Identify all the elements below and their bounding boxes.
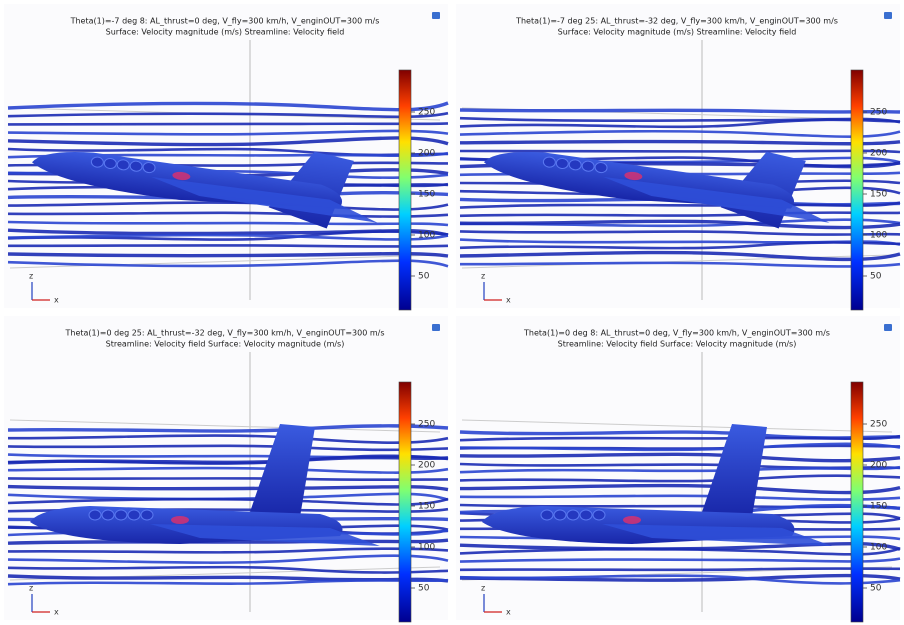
hot-spot [624,171,643,181]
streamline [7,244,449,248]
panel-subtitle: Streamline: Velocity field Surface: Velo… [106,340,345,349]
engine-port [90,156,104,168]
engine-port [566,509,580,521]
toolbar-icon [432,12,440,19]
simulation-panel: Theta(1)=-7 deg 25: AL_thrust=-32 deg, V… [456,4,901,311]
wing [151,176,378,223]
axis-label: z [29,272,33,281]
colorbar-tick-label: 100 [870,231,887,241]
colorbar [398,381,412,623]
engine-port [88,509,102,521]
aircraft [483,151,830,229]
panel-title: Theta(1)=-7 deg 25: AL_thrust=-32 deg, V… [515,17,838,26]
colorbar-tick-label: 100 [870,543,887,553]
streamline [459,108,901,114]
engine-port [592,509,606,521]
panel-title: Theta(1)=0 deg 8: AL_thrust=0 deg, V_fly… [523,329,830,338]
tail-fin [702,424,767,517]
reference-line [461,419,893,433]
colorbar-tick-label: 250 [870,108,887,118]
colorbar-tick-label: 250 [870,420,887,430]
streamline [7,122,449,126]
engine-port [542,156,556,168]
toolbar-icon [884,324,892,331]
panel-title: Theta(1)=-7 deg 8: AL_thrust=0 deg, V_fl… [70,17,380,26]
colorbar-tick-label: 150 [870,502,887,512]
colorbar-tick-label: 100 [418,231,435,241]
hot-spot [172,171,191,181]
engine-port [103,157,117,169]
engine-port [568,159,582,171]
colorbar-tick-label: 150 [870,190,887,200]
engine-port [594,162,608,174]
colorbar-tick-label: 200 [870,149,887,159]
aircraft [31,151,378,229]
axis-label: x [54,296,59,305]
simulation-panel: Theta(1)=0 deg 8: AL_thrust=0 deg, V_fly… [456,316,901,623]
axis-label: z [481,584,485,593]
axis-label: x [506,608,511,617]
colorbar-tick-label: 200 [418,461,435,471]
colorbar-tick-label: 200 [870,461,887,471]
panel-title: Theta(1)=0 deg 25: AL_thrust=-32 deg, V_… [65,329,385,338]
axis-label: x [54,608,59,617]
panel-subtitle: Surface: Velocity magnitude (m/s) Stream… [106,28,345,37]
axis-label: x [506,296,511,305]
colorbar-tick-label: 150 [418,190,435,200]
wing [603,176,830,223]
engine-port [553,509,567,521]
colorbar-tick-label: 250 [418,420,435,430]
streamline [459,567,901,572]
colorbar-tick-label: 250 [418,108,435,118]
simulation-panel: Theta(1)=-7 deg 8: AL_thrust=0 deg, V_fl… [4,4,449,311]
colorbar-tick-label: 50 [418,272,430,282]
panel-subtitle: Surface: Velocity magnitude (m/s) Stream… [558,28,797,37]
aircraft [482,424,832,546]
wing [602,524,832,546]
wing [150,524,380,546]
engine-port [116,159,130,171]
streamline [459,149,901,154]
axis-label: z [481,272,485,281]
colorbar [850,69,864,311]
reference-line [9,419,441,433]
axis-label: z [29,584,33,593]
aircraft [30,424,380,546]
simulation-panel: Theta(1)=0 deg 25: AL_thrust=-32 deg, V_… [4,316,449,623]
engine-port [127,509,141,521]
colorbar [398,69,412,311]
colorbar [850,381,864,623]
toolbar-icon [432,324,440,331]
hot-spot [623,516,641,524]
engine-port [555,157,569,169]
colorbar-tick-label: 200 [418,149,435,159]
toolbar-icon [884,12,892,19]
engine-port [114,509,128,521]
engine-port [540,509,554,521]
engine-port [581,160,595,172]
colorbar-tick-label: 100 [418,543,435,553]
engine-port [142,162,156,174]
hot-spot [171,516,189,524]
reference-line [9,254,441,269]
colorbar-tick-label: 50 [870,584,882,594]
engine-port [129,160,143,172]
engine-port [101,509,115,521]
tail-fin [250,424,315,517]
engine-port [140,509,154,521]
panel-subtitle: Streamline: Velocity field Surface: Velo… [558,340,797,349]
colorbar-tick-label: 50 [418,584,430,594]
streamline [7,477,449,482]
colorbar-tick-label: 50 [870,272,882,282]
colorbar-tick-label: 150 [418,502,435,512]
engine-port [579,509,593,521]
